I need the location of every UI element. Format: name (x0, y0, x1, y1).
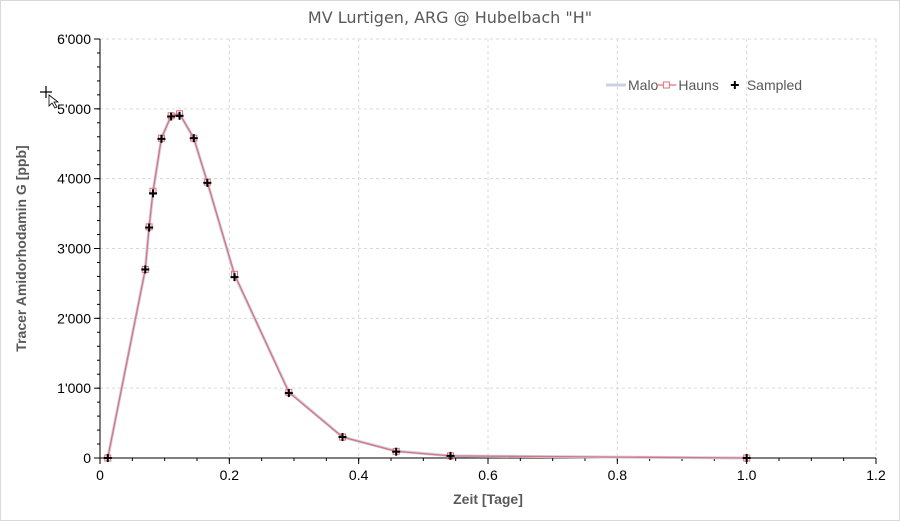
x-tick-label: 0.6 (478, 467, 498, 483)
sampled-point (175, 111, 184, 120)
y-tick-label: 3'000 (57, 241, 91, 257)
y-tick-label: 6'000 (57, 31, 91, 47)
malo-series-line (106, 111, 747, 460)
sampled-point (338, 433, 347, 442)
legend-item-malo: Malo (606, 77, 659, 93)
sampled-point (742, 454, 751, 462)
sampled-point (149, 189, 158, 198)
legend-label-malo: Malo (628, 77, 659, 93)
sampled-point (103, 454, 112, 462)
axes-layer: 0 0.2 0.4 0.6 0.8 1.0 1.2 0 1'000 2'000 3'000 4'000… (57, 31, 886, 483)
series-layer (103, 110, 751, 462)
move-cursor-cross (40, 86, 52, 98)
legend-item-hauns: Hauns (656, 77, 719, 93)
x-tick-label: 0.8 (608, 467, 628, 483)
y-tick-label: 2'000 (57, 310, 91, 326)
y-axis-title: Tracer Amidorhodamin G [ppb] (13, 145, 29, 351)
x-tick-label: 1.2 (866, 467, 886, 483)
y-tick-label: 0 (83, 450, 91, 466)
sampled-point (141, 265, 150, 274)
move-cursor-arrow (48, 94, 60, 109)
legend-marker-hauns (662, 81, 670, 89)
grid-layer (100, 38, 877, 458)
chart-title: MV Lurtigen, ARG @ Hubelbach "H" (307, 8, 593, 27)
x-tick-label: 0.4 (349, 467, 369, 483)
x-axis-title: Zeit [Tage] (453, 491, 523, 507)
x-tick-label: 1.0 (737, 467, 757, 483)
sampled-point (284, 389, 293, 398)
sampled-point (145, 223, 154, 232)
move-cursor-icon (40, 86, 60, 109)
x-tick-label: 0.2 (220, 467, 240, 483)
sampled-point (446, 451, 455, 460)
sampled-point (203, 178, 212, 187)
legend-label-sampled: Sampled (747, 77, 802, 93)
legend-item-sampled: Sampled (730, 77, 802, 93)
sampled-point (230, 273, 239, 282)
sampled-point (167, 112, 176, 121)
legend-label-hauns: Hauns (678, 77, 718, 93)
x-tick-label: 0 (96, 467, 104, 483)
sampled-point (157, 134, 166, 143)
y-tick-label: 5'000 (57, 101, 91, 117)
legend: Malo Hauns Sampled (606, 77, 802, 93)
sampled-point (189, 134, 198, 143)
y-tick-label: 4'000 (57, 171, 91, 187)
sampled-point (392, 447, 401, 456)
y-tick-label: 1'000 (57, 380, 91, 396)
